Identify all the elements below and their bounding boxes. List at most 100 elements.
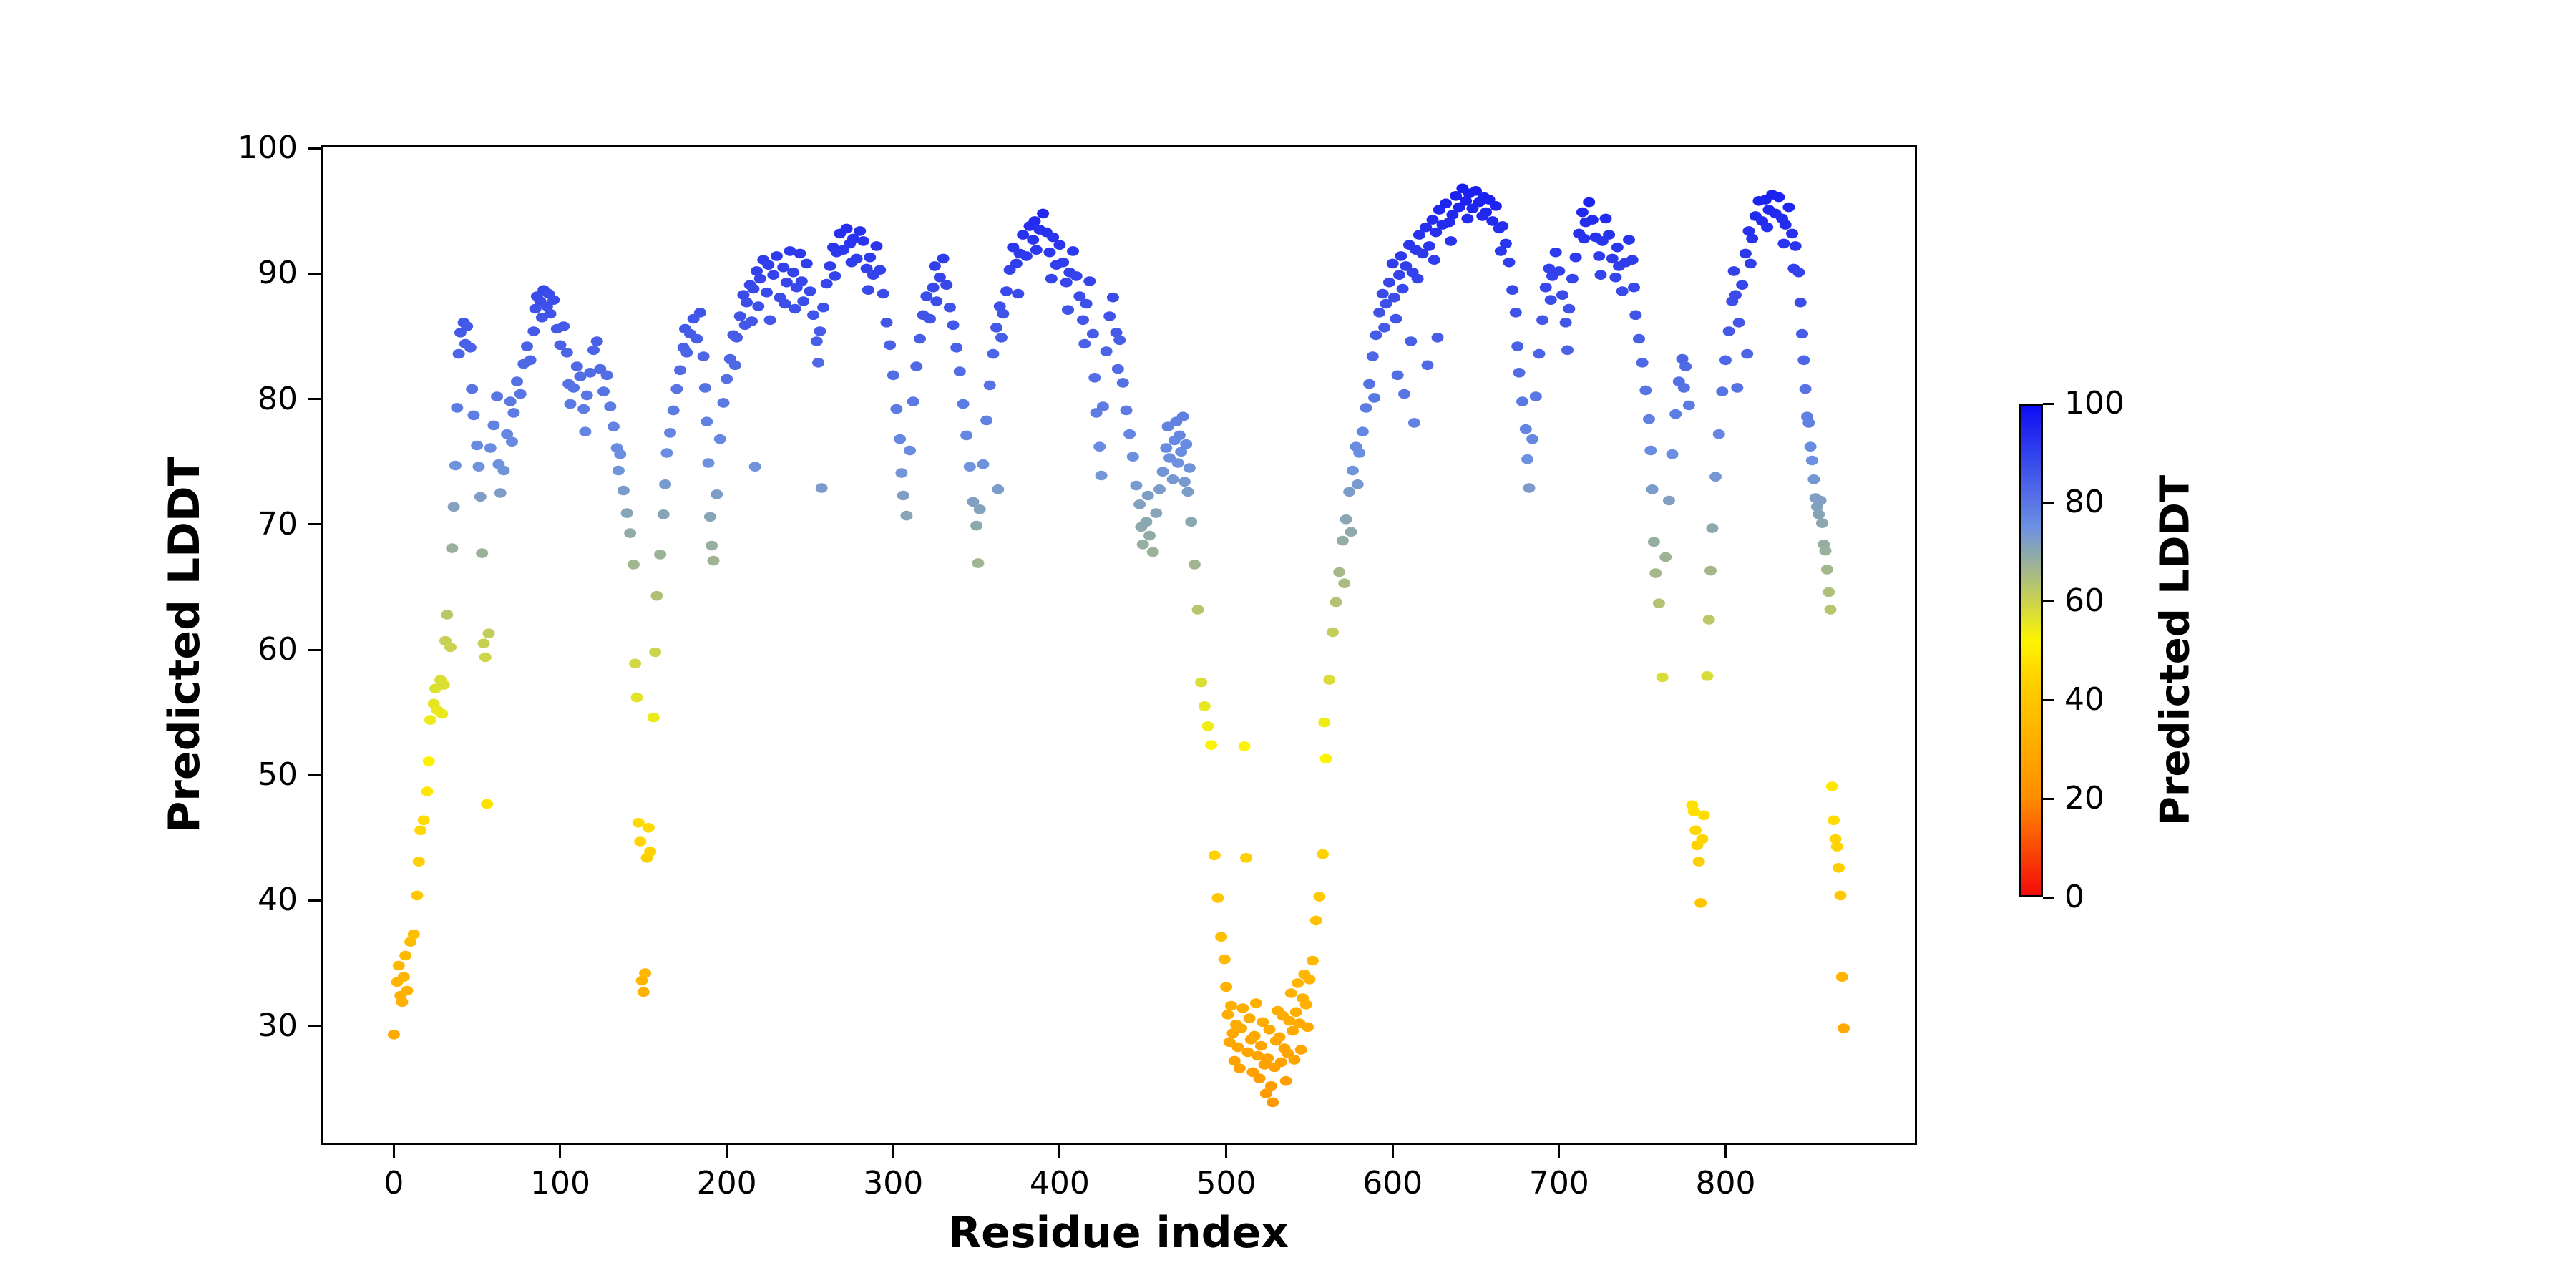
scatter-point bbox=[1421, 360, 1434, 371]
scatter-point bbox=[960, 430, 973, 441]
scatter-point bbox=[795, 276, 808, 286]
scatter-point bbox=[1120, 405, 1133, 416]
scatter-point bbox=[1095, 470, 1108, 481]
scatter-point bbox=[1116, 378, 1129, 388]
scatter-point bbox=[862, 285, 874, 296]
scatter-point bbox=[1616, 286, 1629, 296]
scatter-point bbox=[1368, 393, 1381, 403]
scatter-point bbox=[1825, 781, 1838, 791]
colorbar-tick-mark bbox=[2043, 896, 2054, 899]
scatter-point bbox=[624, 528, 637, 538]
scatter-point bbox=[1739, 248, 1752, 259]
scatter-point bbox=[1113, 335, 1126, 346]
scatter-point bbox=[466, 384, 479, 394]
scatter-point bbox=[1323, 675, 1336, 685]
scatter-point bbox=[637, 987, 650, 997]
scatter-point bbox=[812, 358, 825, 368]
scatter-point bbox=[1676, 353, 1689, 364]
y-tick-label: 30 bbox=[258, 1007, 298, 1044]
scatter-point bbox=[1103, 311, 1116, 321]
scatter-point bbox=[387, 1030, 400, 1040]
scatter-point bbox=[1511, 341, 1524, 351]
scatter-point bbox=[1171, 458, 1184, 468]
scatter-point bbox=[900, 510, 913, 521]
scatter-point bbox=[1150, 508, 1163, 518]
scatter-point bbox=[1823, 587, 1835, 597]
scatter-point bbox=[920, 291, 933, 301]
scatter-point bbox=[1343, 487, 1356, 497]
colorbar-tick-label: 60 bbox=[2064, 582, 2104, 619]
x-tick-label: 0 bbox=[384, 1165, 404, 1201]
scatter-point bbox=[1220, 982, 1233, 992]
scatter-point bbox=[824, 261, 836, 271]
scatter-point bbox=[1096, 401, 1109, 411]
scatter-point bbox=[634, 836, 647, 847]
scatter-point bbox=[436, 708, 449, 719]
scatter-point bbox=[691, 333, 703, 344]
scatter-point bbox=[1460, 196, 1473, 206]
scatter-point bbox=[1405, 336, 1418, 346]
scatter-point bbox=[1238, 741, 1251, 751]
scatter-point bbox=[1426, 215, 1439, 225]
scatter-point bbox=[1704, 565, 1717, 576]
scatter-point bbox=[1643, 414, 1655, 424]
y-tick-label: 60 bbox=[258, 631, 298, 668]
scatter-point bbox=[1126, 452, 1139, 462]
scatter-point bbox=[1445, 236, 1458, 246]
scatter-point bbox=[1140, 517, 1153, 527]
scatter-point bbox=[441, 610, 454, 620]
scatter-point bbox=[1360, 403, 1372, 413]
scatter-point bbox=[894, 434, 907, 444]
x-tick-mark bbox=[892, 1145, 894, 1158]
colorbar-label: Predicted LDDT bbox=[2152, 474, 2199, 826]
scatter-point bbox=[877, 288, 889, 299]
scatter-point bbox=[1254, 1040, 1267, 1051]
scatter-point bbox=[854, 226, 867, 236]
scatter-point bbox=[1123, 429, 1136, 439]
scatter-point bbox=[642, 823, 655, 833]
scatter-point bbox=[600, 370, 613, 381]
scatter-point bbox=[1450, 191, 1463, 201]
scatter-point bbox=[967, 497, 980, 507]
scatter-point bbox=[1363, 379, 1376, 389]
scatter-point bbox=[446, 543, 459, 553]
scatter-point bbox=[1181, 487, 1194, 497]
scatter-point bbox=[1231, 1042, 1244, 1053]
scatter-point bbox=[707, 555, 720, 566]
scatter-point bbox=[1486, 216, 1499, 226]
scatter-point bbox=[904, 445, 916, 456]
scatter-point bbox=[1143, 530, 1156, 541]
scatter-point bbox=[1318, 717, 1331, 728]
scatter-point bbox=[481, 799, 494, 809]
scatter-point bbox=[521, 341, 533, 351]
scatter-point bbox=[587, 345, 600, 356]
scatter-point bbox=[1549, 247, 1562, 258]
scatter-point bbox=[1253, 1073, 1266, 1083]
y-tick-mark bbox=[308, 398, 321, 401]
scatter-point bbox=[404, 937, 417, 947]
scatter-point bbox=[1407, 418, 1420, 428]
scatter-point bbox=[1086, 328, 1099, 339]
scatter-point bbox=[1353, 448, 1366, 458]
scatter-point bbox=[1829, 834, 1842, 844]
scatter-point bbox=[1289, 1007, 1302, 1018]
scatter-point bbox=[574, 371, 587, 381]
y-tick-mark bbox=[308, 272, 321, 275]
scatter-point bbox=[1804, 441, 1817, 452]
scatter-point bbox=[1110, 328, 1123, 338]
scatter-point bbox=[1319, 753, 1332, 764]
scatter-point bbox=[995, 333, 1008, 343]
x-tick-mark bbox=[1558, 1145, 1561, 1158]
scatter-point bbox=[1080, 298, 1093, 309]
scatter-point bbox=[667, 405, 680, 416]
colorbar-tick-label: 100 bbox=[2064, 385, 2124, 421]
scatter-point bbox=[1028, 216, 1041, 226]
scatter-point bbox=[1236, 1003, 1249, 1013]
scatter-point bbox=[437, 680, 450, 690]
scatter-point bbox=[1603, 230, 1616, 240]
scatter-point bbox=[1309, 915, 1322, 926]
scatter-point bbox=[647, 712, 660, 723]
scatter-point bbox=[1292, 978, 1304, 988]
scatter-point bbox=[1639, 385, 1652, 396]
